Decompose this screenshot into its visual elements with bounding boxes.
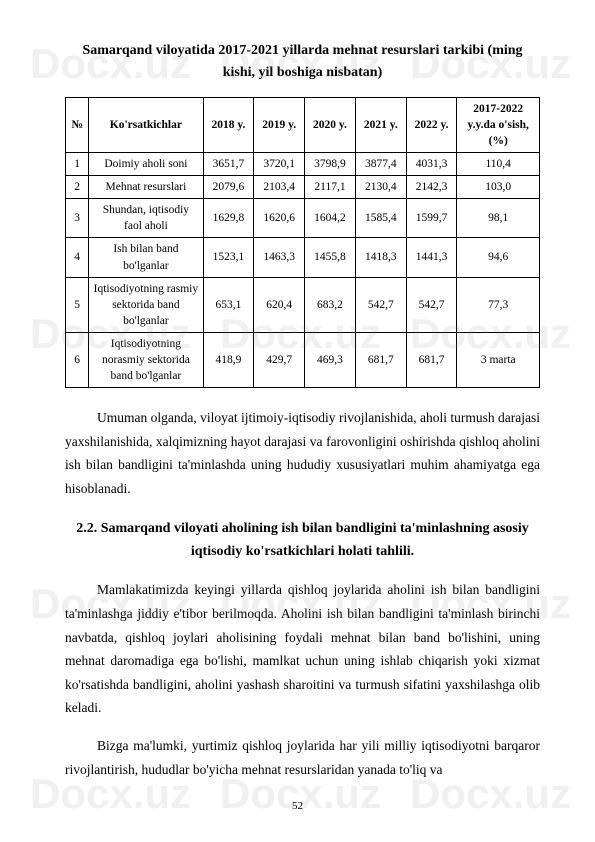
table-row: 2 Mehnat resurslari 2079,6 2103,4 2117,1… <box>66 176 540 199</box>
table-body: 1 Doimiy aholi soni 3651,7 3720,1 3798,9… <box>66 153 540 388</box>
cell-value: 418,9 <box>203 332 254 387</box>
cell-value: 103,0 <box>457 176 540 199</box>
cell-value: 1441,3 <box>406 238 457 277</box>
header-index: № <box>66 97 89 152</box>
paragraph-1: Umuman olganda, viloyat ijtimoiy-iqtisod… <box>65 406 540 501</box>
data-table: № Ko'rsatkichlar 2018 y. 2019 y. 2020 y.… <box>65 97 540 388</box>
cell-value: 2130,4 <box>355 176 406 199</box>
cell-value: 1523,1 <box>203 238 254 277</box>
cell-value: 1599,7 <box>406 199 457 238</box>
cell-value: 4031,3 <box>406 153 457 176</box>
table-title: Samarqand viloyatida 2017-2021 yillarda … <box>65 40 540 85</box>
cell-value: 1604,2 <box>305 199 356 238</box>
cell-value: 681,7 <box>355 332 406 387</box>
cell-value: 1620,6 <box>254 199 305 238</box>
cell-index: 3 <box>66 199 89 238</box>
cell-name: Ish bilan band bo'lganlar <box>89 238 203 277</box>
cell-value: 1629,8 <box>203 199 254 238</box>
cell-value: 3877,4 <box>355 153 406 176</box>
cell-value: 2142,3 <box>406 176 457 199</box>
cell-value: 620,4 <box>254 277 305 332</box>
header-2020: 2020 y. <box>305 97 356 152</box>
header-indicator: Ko'rsatkichlar <box>89 97 203 152</box>
cell-value: 2079,6 <box>203 176 254 199</box>
table-row: 3 Shundan, iqtisodiy faol aholi 1629,8 1… <box>66 199 540 238</box>
cell-index: 6 <box>66 332 89 387</box>
cell-value: 3798,9 <box>305 153 356 176</box>
cell-value: 1418,3 <box>355 238 406 277</box>
cell-name: Mehnat resurslari <box>89 176 203 199</box>
cell-name: Shundan, iqtisodiy faol aholi <box>89 199 203 238</box>
cell-value: 2103,4 <box>254 176 305 199</box>
cell-value: 681,7 <box>406 332 457 387</box>
header-2022: 2022 y. <box>406 97 457 152</box>
page-number: 52 <box>0 799 595 814</box>
cell-value: 94,6 <box>457 238 540 277</box>
cell-value: 429,7 <box>254 332 305 387</box>
paragraph-2: Mamlakatimizda keyingi yillarda qishloq … <box>65 578 540 720</box>
header-growth: 2017-2022 y.y.da o'sish, (%) <box>457 97 540 152</box>
paragraph-3: Bizga ma'lumki, yurtimiz qishloq joylari… <box>65 734 540 781</box>
header-2019: 2019 y. <box>254 97 305 152</box>
cell-value: 542,7 <box>406 277 457 332</box>
table-row: 1 Doimiy aholi soni 3651,7 3720,1 3798,9… <box>66 153 540 176</box>
cell-name: Iqtisodiyotning rasmiy sektorida band bo… <box>89 277 203 332</box>
cell-value: 77,3 <box>457 277 540 332</box>
cell-value: 469,3 <box>305 332 356 387</box>
header-2021: 2021 y. <box>355 97 406 152</box>
table-row: 6 Iqtisodiyotning norasmiy sektorida ban… <box>66 332 540 387</box>
table-header-row: № Ko'rsatkichlar 2018 y. 2019 y. 2020 y.… <box>66 97 540 152</box>
cell-value: 3 marta <box>457 332 540 387</box>
cell-value: 98,1 <box>457 199 540 238</box>
cell-index: 4 <box>66 238 89 277</box>
cell-index: 2 <box>66 176 89 199</box>
section-heading: 2.2. Samarqand viloyati aholining ish bi… <box>65 517 540 565</box>
cell-name: Iqtisodiyotning norasmiy sektorida band … <box>89 332 203 387</box>
cell-value: 3720,1 <box>254 153 305 176</box>
cell-index: 1 <box>66 153 89 176</box>
table-row: 4 Ish bilan band bo'lganlar 1523,1 1463,… <box>66 238 540 277</box>
cell-value: 3651,7 <box>203 153 254 176</box>
cell-value: 683,2 <box>305 277 356 332</box>
header-2018: 2018 y. <box>203 97 254 152</box>
cell-value: 110,4 <box>457 153 540 176</box>
table-row: 5 Iqtisodiyotning rasmiy sektorida band … <box>66 277 540 332</box>
cell-value: 1463,3 <box>254 238 305 277</box>
cell-value: 542,7 <box>355 277 406 332</box>
cell-name: Doimiy aholi soni <box>89 153 203 176</box>
cell-value: 653,1 <box>203 277 254 332</box>
cell-value: 1455,8 <box>305 238 356 277</box>
cell-index: 5 <box>66 277 89 332</box>
cell-value: 2117,1 <box>305 176 356 199</box>
cell-value: 1585,4 <box>355 199 406 238</box>
